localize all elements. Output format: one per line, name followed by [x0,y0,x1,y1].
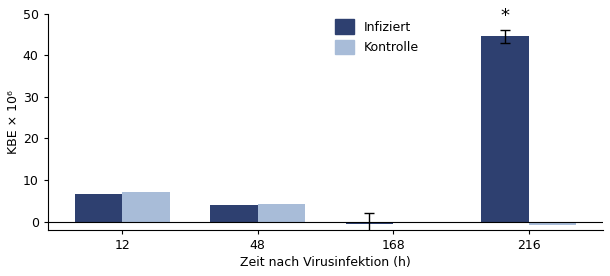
Bar [481,36,528,222]
Bar [210,205,257,222]
Bar [75,195,122,222]
Legend: Infiziert, Kontrolle: Infiziert, Kontrolle [332,15,423,58]
Bar [528,222,576,225]
Bar [346,222,393,224]
X-axis label: Zeit nach Virusinfektion (h): Zeit nach Virusinfektion (h) [240,256,411,269]
Bar [122,192,170,222]
Text: *: * [500,7,509,25]
Bar [257,204,305,222]
Y-axis label: KBE × 10⁶: KBE × 10⁶ [7,90,20,154]
